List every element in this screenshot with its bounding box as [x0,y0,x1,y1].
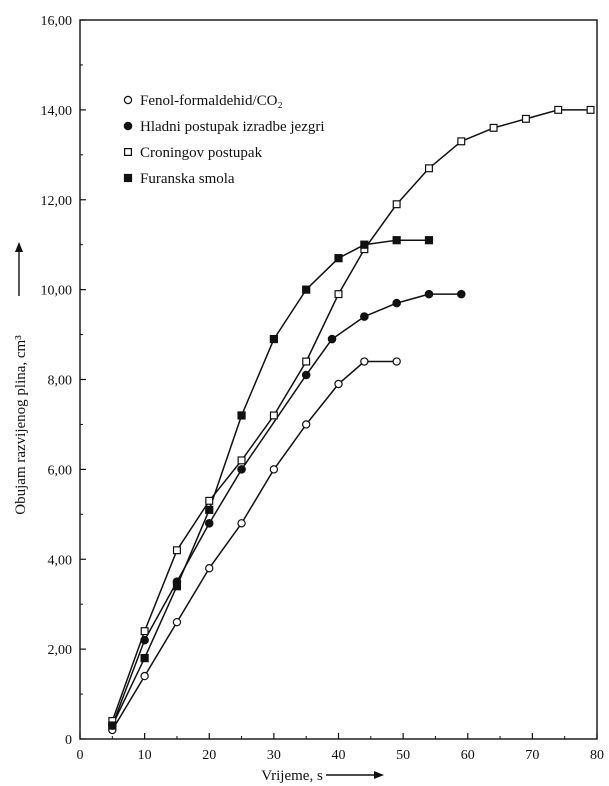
data-point [360,312,369,321]
data-point [424,164,433,173]
legend: Fenol-formaldehid/CO₂ Hladni postupak izr… [123,93,325,187]
y-tick-label: 2,00 [48,643,73,658]
data-point [172,582,182,591]
y-tick-label: 14,00 [41,104,73,119]
legend-entry-label: Furanska smola [140,171,235,187]
data-point [269,334,278,344]
x-tick-label: 20 [202,748,216,763]
data-point [334,379,343,389]
x-tick-label: 40 [332,748,346,763]
y-tick-label: 10,00 [41,284,73,299]
data-point [237,456,246,465]
data-point [237,465,246,474]
data-point [554,105,563,114]
data-point [334,254,343,263]
y-tick-label: 16,00 [41,14,73,29]
axis-labels: Vrijeme, s Obujam razvijenog plina, cm³ [13,242,384,784]
legend-entry-label: Fenol-formaldehid/CO₂ [140,93,283,109]
series-line-2 [111,109,591,722]
data-point [237,519,246,528]
data-point [123,95,133,105]
x-tick-label: 30 [267,748,281,763]
data-point [205,496,214,505]
data-point [457,137,466,146]
y-tick-label: 4,00 [48,553,73,568]
data-point [392,236,401,245]
series-line-3 [111,239,429,726]
data-point [360,240,369,249]
x-tick-label: 60 [461,748,475,763]
data-point [392,200,401,209]
data-point [489,123,498,132]
data-point [392,298,401,308]
data-point [586,105,595,114]
legend-entry-label: Hladni postupak izradbe jezgri [140,119,325,135]
data-point [140,635,149,645]
series-line-0 [111,360,397,731]
x-axis-label: Vrijeme, s [261,768,323,784]
data-point [424,236,434,245]
data-point [172,617,182,627]
x-tick-label: 70 [525,748,539,763]
data-point [424,289,434,299]
data-point [140,654,149,663]
data-point [334,290,343,299]
data-point [123,173,133,183]
data-point [301,420,311,429]
data-point [123,121,133,131]
data-point [521,114,530,123]
y-axis-arrow-head [15,242,23,252]
data-point [269,465,279,474]
series-lines [111,109,591,731]
series-markers [108,105,595,735]
x-tick-label: 10 [138,748,152,763]
data-point [301,370,311,380]
data-point [302,285,311,294]
x-tick-label: 50 [396,748,410,763]
data-point [140,671,149,681]
data-point [302,357,311,366]
legend-entry-label: Croningov postupak [140,145,263,161]
series-line-1 [111,293,462,726]
data-point [140,627,149,636]
data-point [237,411,246,420]
data-point [108,721,117,730]
data-point [204,519,214,528]
x-axis-arrow-head [374,771,384,779]
y-tick-label: 12,00 [41,194,73,209]
data-point [392,357,401,366]
data-point [269,411,278,420]
data-point [123,148,132,157]
y-axis-label: Obujam razvijenog plina, cm³ [13,335,29,515]
data-point [205,564,214,573]
y-tick-label: 0 [65,733,72,748]
x-tick-label: 80 [590,748,604,763]
x-tick-label: 0 [77,748,84,763]
data-point [205,505,214,514]
y-tick-label: 8,00 [48,374,73,389]
data-point [327,334,337,344]
data-point [172,546,181,555]
data-point [360,357,369,366]
data-point [456,289,466,299]
ticks: 0 10 20 30 40 50 60 70 80 0 2,00 4,00 6,00 8,00 10,00 1… [41,14,605,763]
y-tick-label: 6,00 [48,463,73,478]
